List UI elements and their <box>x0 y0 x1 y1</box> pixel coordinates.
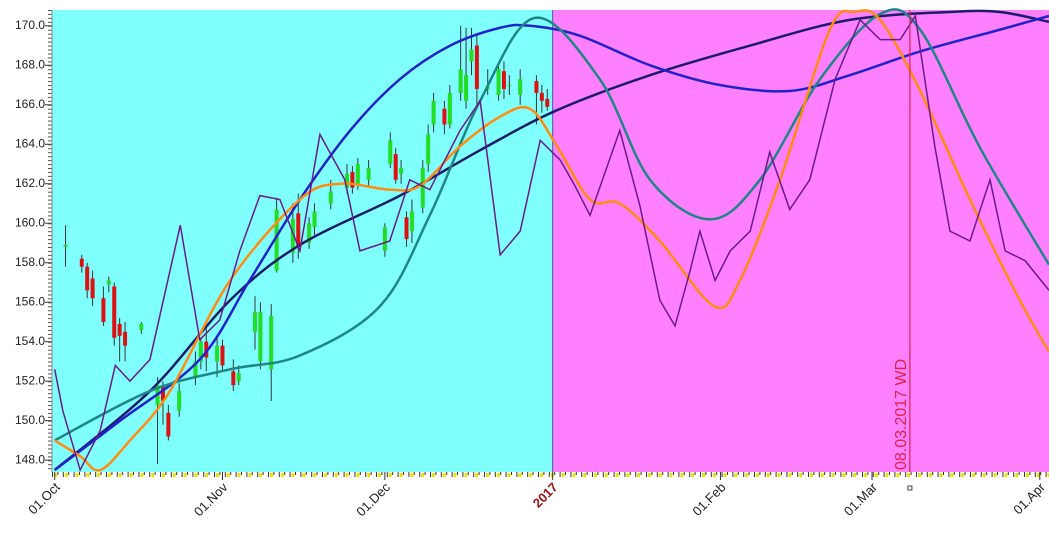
candle-body <box>420 167 425 208</box>
candle-body <box>382 227 387 251</box>
candle-body <box>409 211 414 232</box>
candle-body <box>160 385 165 401</box>
region <box>552 10 1049 472</box>
y-tick-label: 148.0 <box>15 452 45 466</box>
date-marker-handle <box>907 485 913 491</box>
candle-body <box>366 167 371 180</box>
candle-body <box>469 49 474 62</box>
candle-body <box>496 69 501 95</box>
candle-body <box>464 75 469 101</box>
candle-body <box>388 140 393 164</box>
y-tick-label: 154.0 <box>15 334 45 348</box>
candle-body <box>215 345 220 362</box>
candle-body <box>193 361 198 378</box>
candle-body <box>85 266 90 291</box>
candle-body <box>123 331 128 346</box>
candle-body <box>344 173 349 188</box>
candle-body <box>307 223 312 243</box>
y-tick-label: 158.0 <box>15 255 45 269</box>
candle-body <box>404 217 409 240</box>
y-axis: 148.0 150.0 152.0 154.0 156.0 158.0 160.0 162.0… <box>15 18 52 466</box>
date-marker-label: 08.03.2017 WD <box>893 359 910 470</box>
candle-body <box>545 98 550 107</box>
candle-body <box>236 373 241 382</box>
candle-body <box>177 391 182 411</box>
candle-body <box>474 45 479 89</box>
candle-body <box>139 323 144 330</box>
candle-body <box>231 371 236 386</box>
y-tick-label: 152.0 <box>15 373 45 387</box>
candle-body <box>274 209 279 271</box>
candle-body <box>355 164 360 184</box>
y-tick-label: 150.0 <box>15 413 45 427</box>
candle-body <box>112 286 117 338</box>
candle-body <box>447 92 452 125</box>
candle-body <box>79 258 84 267</box>
series-line <box>53 9 1049 471</box>
y-tick-label: 164.0 <box>15 136 45 150</box>
candle-body <box>90 278 95 299</box>
y-tick-label: 162.0 <box>15 176 45 190</box>
candle-body <box>117 323 122 336</box>
candle-body <box>252 312 257 332</box>
series-line <box>54 9 1049 472</box>
candle-body <box>442 108 447 125</box>
y-tick-label: 168.0 <box>15 57 45 71</box>
y-tick-label: 160.0 <box>15 215 45 229</box>
candle-body <box>501 71 506 89</box>
candle-body <box>269 316 274 370</box>
candle-body <box>63 244 68 247</box>
candle-body <box>166 412 171 437</box>
candle-body <box>350 171 355 188</box>
candle-body <box>296 213 301 247</box>
candle-body <box>431 100 436 125</box>
y-tick-label: 156.0 <box>15 294 45 308</box>
candle-body <box>458 69 463 93</box>
lines <box>53 8 1049 473</box>
y-axis-minor-ticks <box>44 10 52 472</box>
series-line <box>53 14 1049 472</box>
candle-body <box>312 211 317 228</box>
candle-body <box>539 92 544 101</box>
candle-body <box>399 167 404 174</box>
candle-body <box>258 312 263 362</box>
series-line <box>54 8 1049 442</box>
candle-body <box>290 219 295 253</box>
candle-body <box>220 345 225 366</box>
markers: 08.03.2017 WD <box>893 10 913 491</box>
candle-body <box>204 341 209 358</box>
candle-body <box>328 191 333 204</box>
candle-body <box>426 134 431 164</box>
candle-body <box>507 85 512 87</box>
series-line <box>53 13 1049 473</box>
x-axis-minor-ticks <box>52 472 1049 479</box>
candle-body <box>393 154 398 180</box>
candle-body <box>518 79 523 95</box>
candle-body <box>106 280 111 285</box>
candle-body <box>198 341 203 362</box>
candle-body <box>534 81 539 93</box>
y-tick-label: 166.0 <box>15 97 45 111</box>
y-tick-label: 170.0 <box>15 18 45 32</box>
candle-body <box>101 298 106 322</box>
